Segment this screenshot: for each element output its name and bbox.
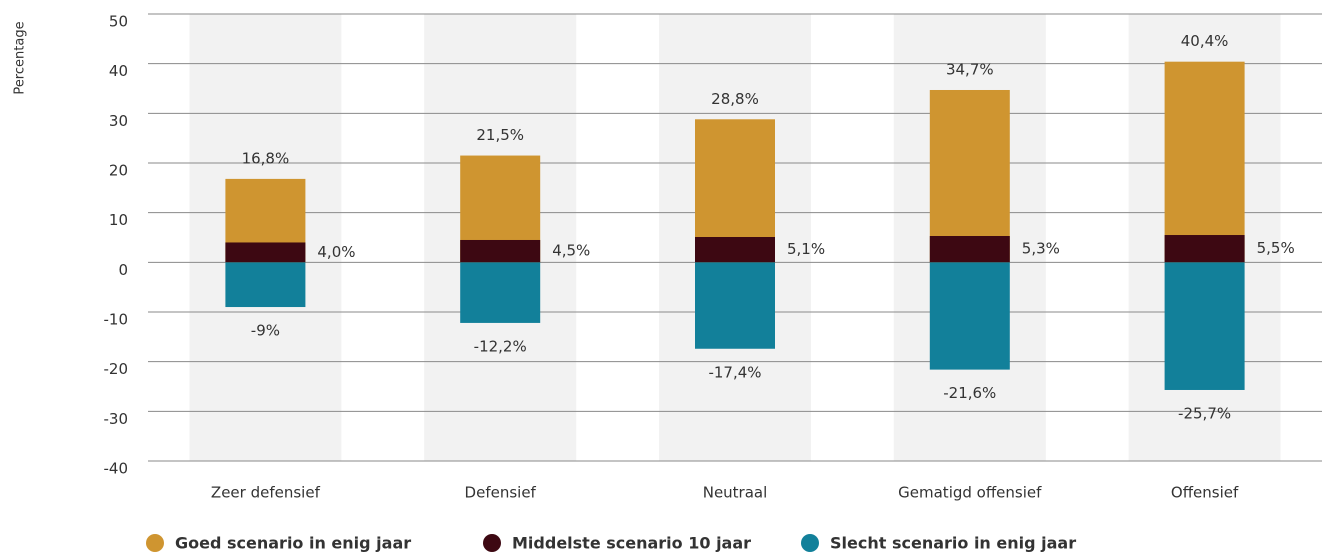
data-label: -25,7% <box>1178 404 1231 422</box>
legend-label: Slecht scenario in enig jaar <box>830 534 1076 553</box>
bar <box>1164 61 1245 263</box>
data-label: 40,4% <box>1181 32 1229 50</box>
y-tick-label: -20 <box>104 360 129 378</box>
data-label: 5,5% <box>1257 239 1295 257</box>
data-label: 34,7% <box>946 60 994 78</box>
x-tick-label: Neutraal <box>703 484 768 502</box>
y-tick-label: -10 <box>104 311 129 329</box>
legend-label: Goed scenario in enig jaar <box>175 534 411 553</box>
data-label: 28,8% <box>711 90 759 108</box>
legend-marker <box>146 534 164 552</box>
data-label: -17,4% <box>708 363 761 381</box>
x-tick-label: Defensief <box>465 484 537 502</box>
legend-marker <box>483 534 501 552</box>
legend-label: Middelste scenario 10 jaar <box>512 534 751 553</box>
data-label: 4,0% <box>317 243 355 261</box>
y-tick-label: -30 <box>104 410 129 428</box>
y-axis-label: Percentage <box>13 21 28 94</box>
y-tick-label: -40 <box>104 460 129 478</box>
legend-marker <box>801 534 819 552</box>
bar <box>929 89 1010 263</box>
bar <box>225 262 306 308</box>
y-tick-label: 0 <box>118 261 128 279</box>
bar <box>1164 235 1245 263</box>
bar <box>460 239 541 263</box>
bar <box>929 236 1010 263</box>
y-tick-label: 30 <box>109 112 128 130</box>
bar <box>225 242 306 263</box>
bar <box>695 262 775 349</box>
data-label: 21,5% <box>476 126 524 144</box>
y-tick-label: 40 <box>109 62 128 80</box>
data-label: 5,3% <box>1022 240 1060 258</box>
data-label: -12,2% <box>474 337 527 355</box>
x-tick-label: Gematigd offensief <box>898 484 1042 502</box>
bar <box>1164 262 1245 390</box>
data-label: 16,8% <box>242 149 290 167</box>
data-label: -9% <box>251 322 280 340</box>
data-label: 5,1% <box>787 240 825 258</box>
y-tick-label: 10 <box>109 211 128 229</box>
bar <box>460 262 541 323</box>
bar <box>695 237 775 263</box>
y-tick-label: 20 <box>109 162 128 180</box>
x-tick-label: Zeer defensief <box>211 484 321 502</box>
bar <box>929 262 1010 370</box>
y-tick-label: 50 <box>109 13 128 31</box>
data-label: 4,5% <box>552 242 590 260</box>
data-label: -21,6% <box>943 384 996 402</box>
x-tick-label: Offensief <box>1171 484 1239 502</box>
